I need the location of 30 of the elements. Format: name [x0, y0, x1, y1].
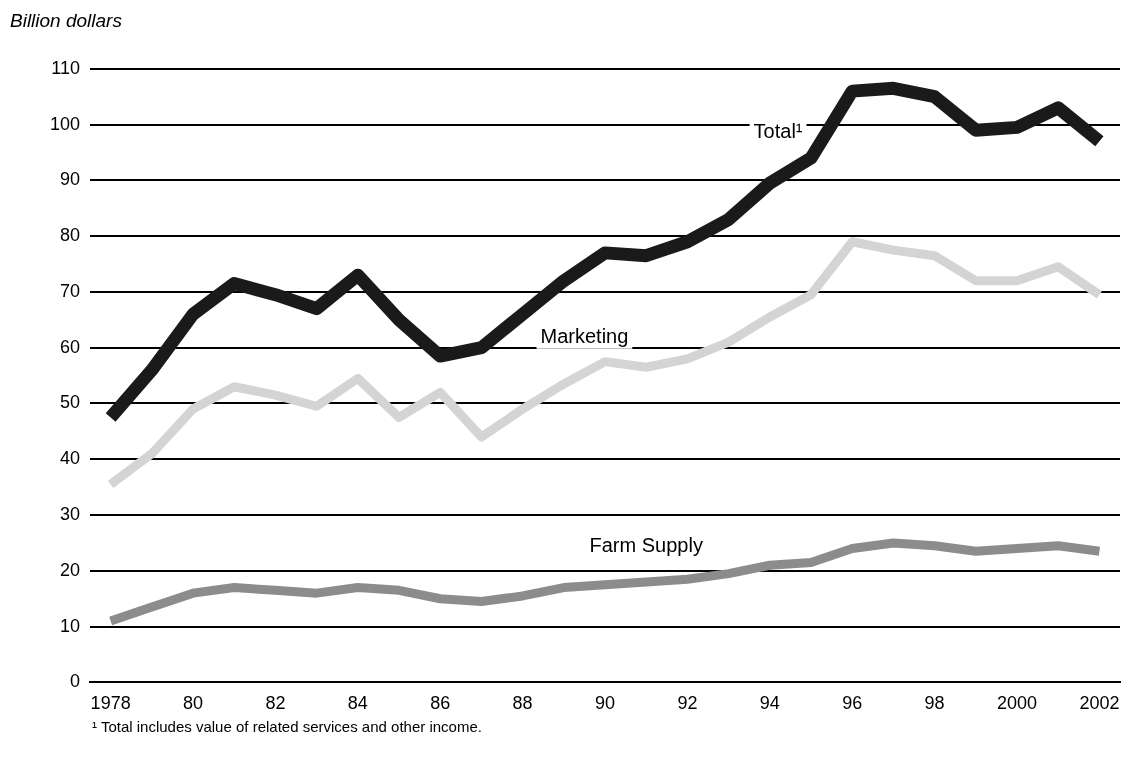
x-tick-label: 2002 — [1079, 693, 1120, 714]
y-tick-label: 70 — [60, 280, 81, 301]
y-tick-label: 30 — [60, 504, 81, 525]
y-tick-label: 80 — [60, 225, 81, 246]
x-tick-label: 98 — [924, 693, 945, 714]
x-tick-label: 96 — [842, 693, 863, 714]
y-tick-label: 60 — [60, 336, 81, 357]
y-tick-label: 20 — [60, 559, 81, 580]
x-tick-label: 84 — [347, 693, 368, 714]
x-tick-label: 88 — [512, 693, 533, 714]
x-tick-label: 94 — [759, 693, 780, 714]
y-tick-label: 0 — [70, 671, 81, 692]
series-label: Farm Supply — [589, 533, 703, 556]
series-label: Total¹ — [753, 120, 803, 143]
x-tick-label: 86 — [430, 693, 451, 714]
y-tick-label: 110 — [51, 57, 81, 78]
y-tick-label: 90 — [60, 169, 81, 190]
x-tick-label: 1978 — [90, 693, 131, 714]
y-tick-label: 40 — [60, 448, 81, 469]
x-tick-label: 80 — [183, 693, 204, 714]
x-tick-label: 2000 — [996, 693, 1038, 714]
series-label: Marketing — [540, 324, 629, 347]
y-tick-label: 100 — [49, 113, 81, 134]
x-tick-label: 92 — [677, 693, 698, 714]
text: ¹ Total includes value of related services and other income. — [92, 718, 482, 735]
y-tick-label: 10 — [60, 615, 81, 636]
x-tick-label: 82 — [265, 693, 286, 714]
x-tick-label: 90 — [595, 693, 616, 714]
y-tick-label: 50 — [60, 392, 81, 413]
y-axis-title: Billion dollars — [10, 10, 122, 32]
